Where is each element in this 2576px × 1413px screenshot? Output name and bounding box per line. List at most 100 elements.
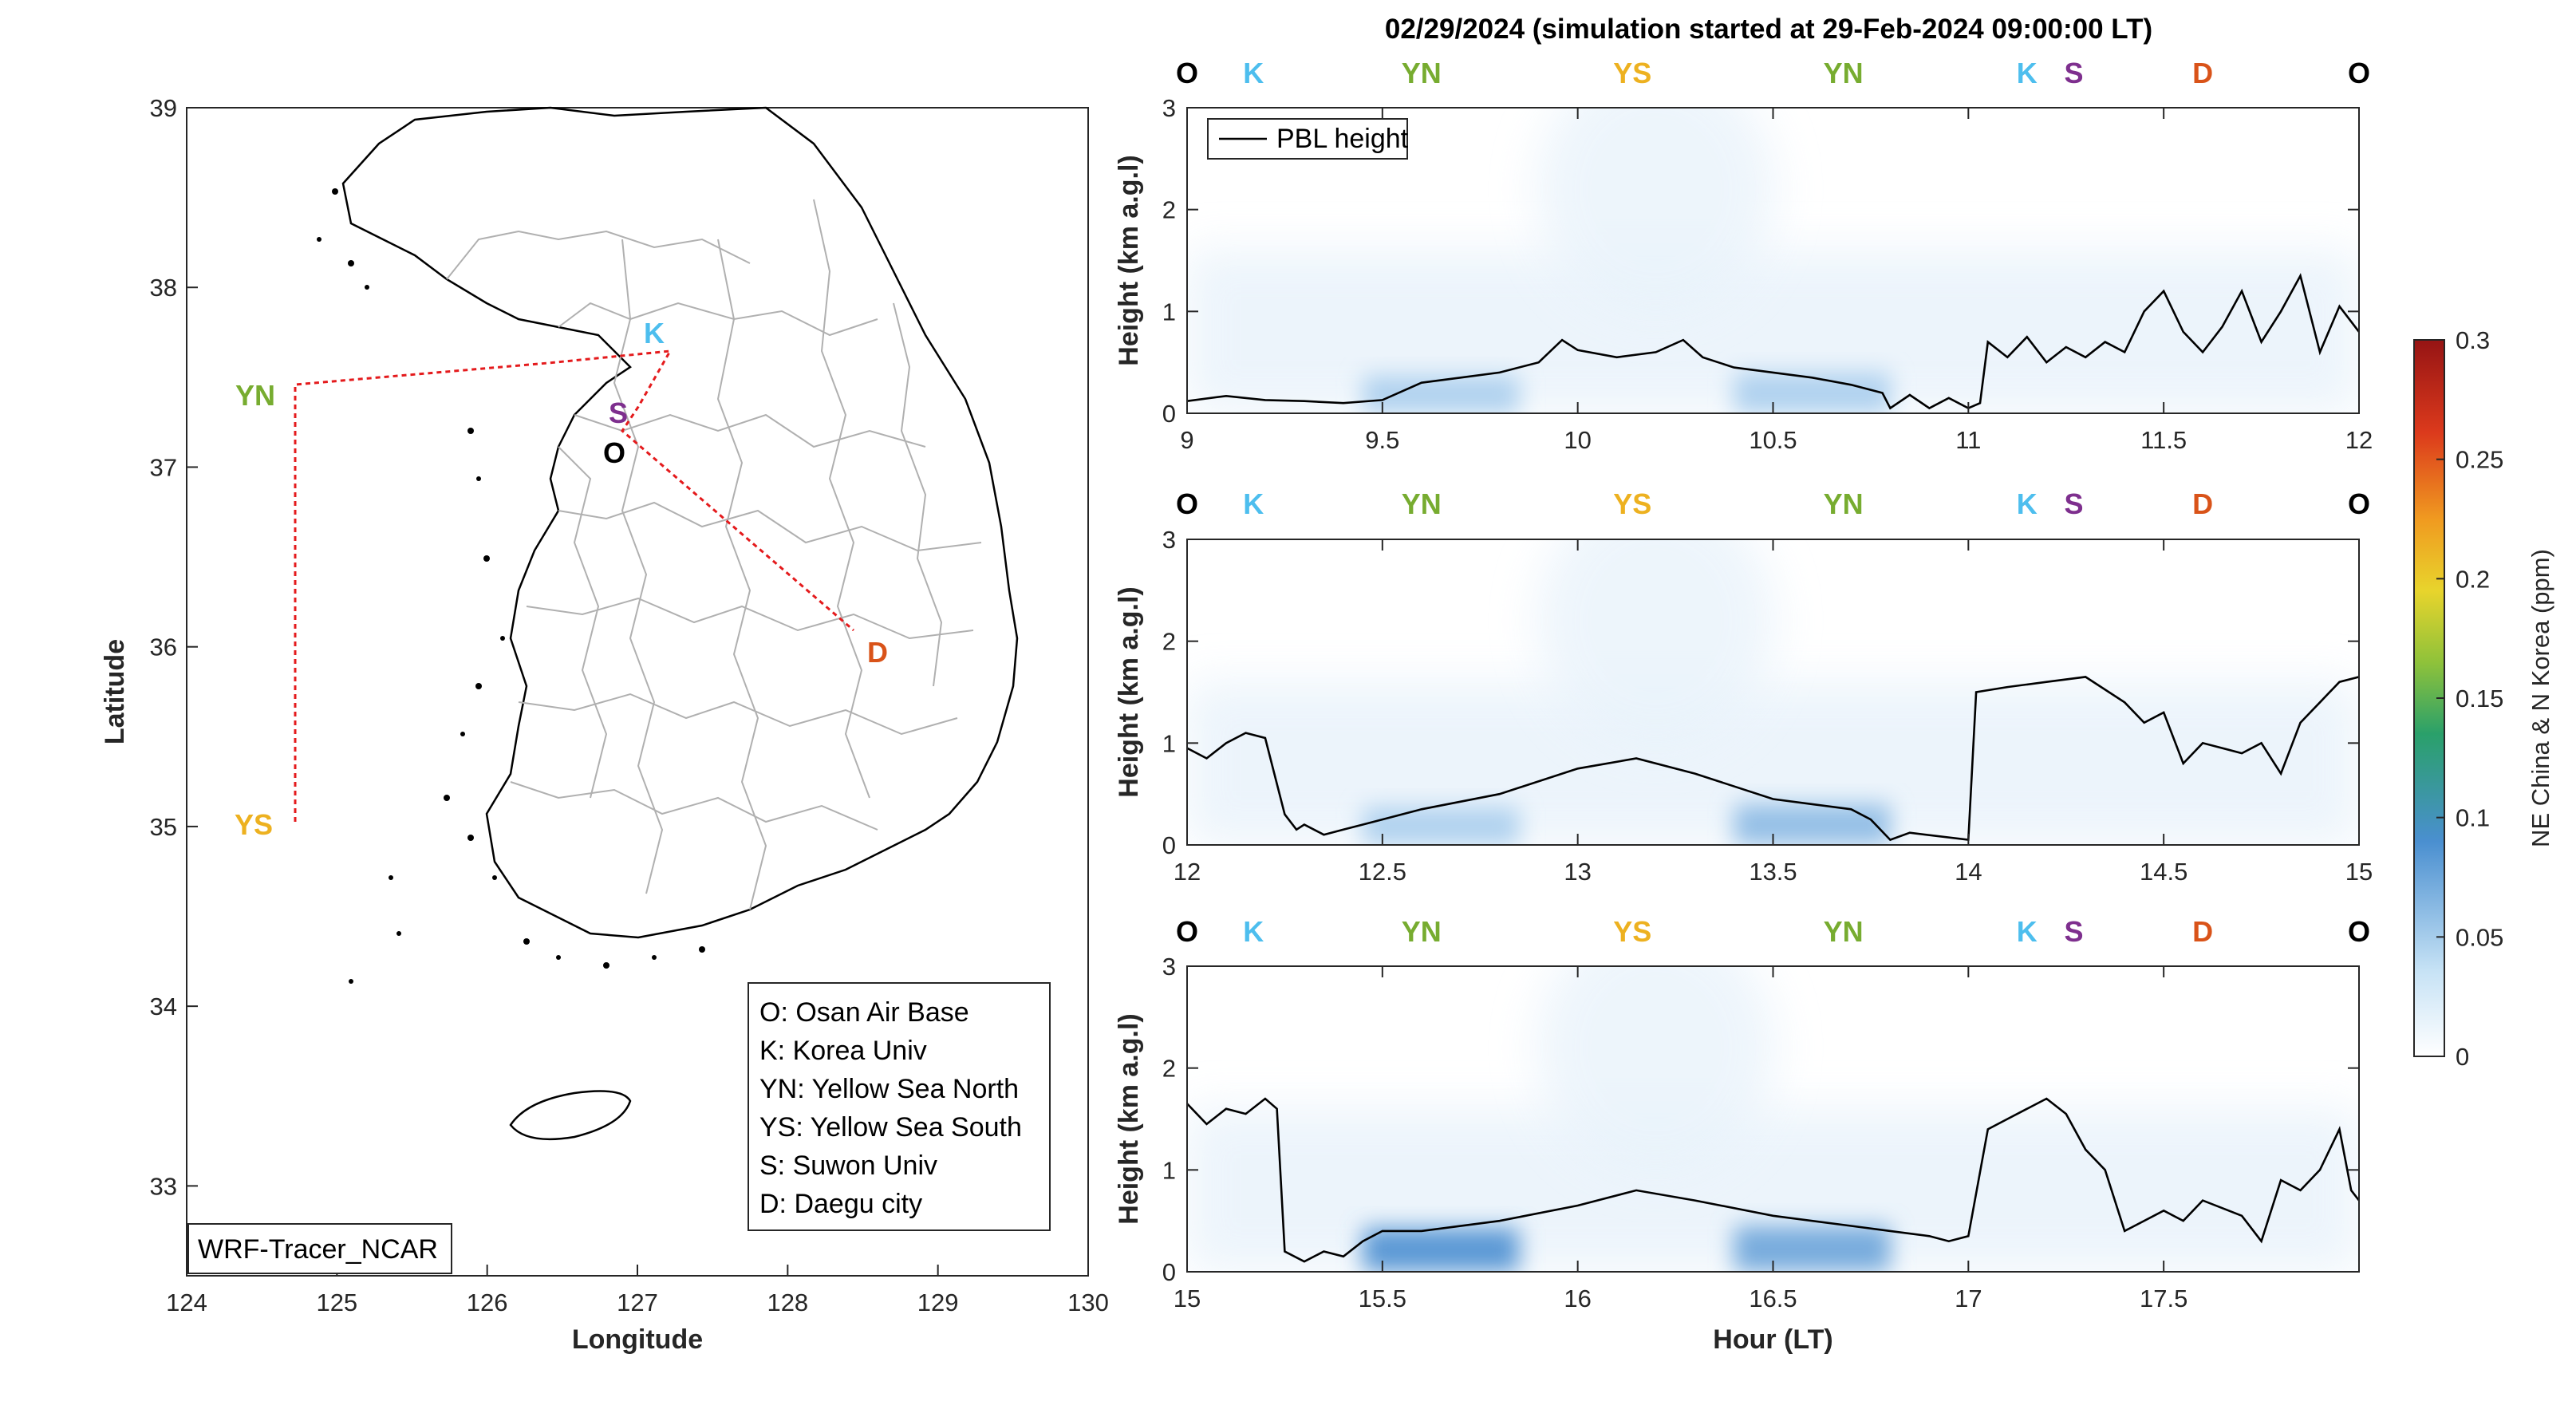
y-tick-label: 3 [1162, 94, 1176, 122]
x-tick-label: 15.5 [1359, 1285, 1406, 1312]
y-tick-label: 2 [1162, 196, 1176, 224]
map-y-tick-label: 33 [150, 1172, 177, 1200]
site-marker-S: S [2065, 915, 2084, 948]
x-tick-label: 17 [1955, 1285, 1982, 1312]
colorbar-ticks: 0 0.05 0.1 0.15 0.2 0.25 0.3 [2436, 326, 2503, 1071]
site-marker-K: K [2017, 915, 2038, 948]
site-label-S: S [609, 397, 628, 429]
y-tick-label: 1 [1162, 729, 1176, 757]
pbl-legend: PBL height [1207, 118, 1409, 160]
y-tick-label: 0 [1162, 400, 1176, 428]
tracer-plume [1536, 966, 1776, 1176]
x-tick-label: 13.5 [1749, 858, 1797, 886]
map-y-tick-label: 37 [150, 453, 177, 481]
map-x-ticks: 124 125 126 127 128 129 130 [166, 1265, 1109, 1316]
site-marker-S: S [2065, 57, 2084, 89]
colorbar-tick-label: 0.25 [2456, 446, 2503, 474]
map-x-tick-label: 128 [767, 1289, 808, 1316]
site-marker-K: K [1243, 915, 1264, 948]
x-tick-label: 12 [1174, 858, 1201, 886]
map-x-tick-label: 126 [467, 1289, 508, 1316]
x-tick-label: 11.5 [2140, 426, 2187, 454]
site-legend-item: K: Korea Univ [759, 1036, 927, 1066]
y-axis-label: Height (km a.g.l) [1114, 155, 1144, 365]
map-y-tick-label: 38 [150, 274, 177, 302]
site-label-O: O [603, 436, 625, 469]
flight-track [294, 349, 854, 822]
map-x-tick-label: 125 [316, 1289, 357, 1316]
colorbar-tick-label: 0.15 [2456, 685, 2503, 712]
colorbar-tick-label: 0 [2456, 1043, 2469, 1071]
x-tick-label: 9 [1180, 426, 1193, 454]
x-tick-label: 13 [1564, 858, 1591, 886]
x-tick-label: 9.5 [1365, 426, 1399, 454]
tracer-plume [1536, 539, 1776, 749]
site-label-K: K [644, 317, 665, 349]
site-marker-YN: YN [1824, 57, 1864, 89]
tracer-band [1734, 803, 1891, 845]
site-marker-O: O [1176, 915, 1198, 948]
colorbar: 0 0.05 0.1 0.15 0.2 0.25 0.3 NE China & N Kore… [2413, 326, 2554, 1071]
site-marker-K: K [2017, 487, 2038, 520]
x-tick-label: 10.5 [1749, 426, 1797, 454]
map-y-ticks: 33 34 35 36 37 38 39 [150, 94, 198, 1200]
y-tick-label: 3 [1162, 953, 1176, 981]
y-tick-label: 1 [1162, 1156, 1176, 1184]
tracer-field [1187, 108, 2359, 413]
province-boundaries [446, 199, 982, 910]
x-tick-label: 10 [1564, 426, 1591, 454]
site-marker-K: K [2017, 57, 2038, 89]
map-x-tick-label: 129 [917, 1289, 959, 1316]
site-marker-O: O [2348, 57, 2370, 89]
map-x-tick-label: 130 [1067, 1289, 1109, 1316]
colorbar-label: NE China & N Korea (ppm) [2527, 549, 2554, 847]
map-y-tick-label: 39 [150, 94, 177, 122]
map-xlabel: Longitude [572, 1324, 703, 1355]
colorbar-tick-label: 0.3 [2456, 326, 2490, 354]
site-marker-YN: YN [1824, 487, 1864, 520]
pbl-height-line [1187, 1097, 2359, 1263]
site-legend-item: YS: Yellow Sea South [759, 1112, 1022, 1143]
site-marker-D: D [2192, 915, 2213, 948]
x-tick-label: 16 [1564, 1285, 1591, 1312]
korea-landmass [341, 106, 1019, 939]
site-legend-item: O: Osan Air Base [759, 997, 969, 1028]
site-marker-D: D [2192, 57, 2213, 89]
tracer-band [1363, 807, 1520, 845]
x-tick-label: 15 [2345, 858, 2373, 886]
y-axis-label: Height (km a.g.l) [1114, 586, 1144, 797]
y-tick-label: 0 [1162, 831, 1176, 859]
tracer-band [1363, 1228, 1520, 1272]
site-marker-YN: YN [1402, 915, 1442, 948]
x-axis-label: Hour (LT) [1713, 1324, 1832, 1355]
site-marker-D: D [2192, 487, 2213, 520]
map-ylabel: Latitude [100, 639, 130, 744]
site-label-D: D [867, 636, 888, 669]
y-tick-label: 1 [1162, 298, 1176, 326]
map-x-tick-label: 124 [166, 1289, 207, 1316]
x-tick-label: 11 [1955, 426, 1981, 454]
site-marker-YS: YS [1613, 57, 1651, 89]
model-label-box: WRF-Tracer_NCAR [187, 1223, 452, 1274]
y-tick-label: 3 [1162, 526, 1176, 554]
y-tick-label: 2 [1162, 1055, 1176, 1083]
site-marker-YN: YN [1402, 487, 1442, 520]
site-marker-K: K [1243, 57, 1264, 89]
coastal-islands [317, 188, 705, 984]
tracer-field [1187, 966, 2359, 1272]
x-tick-label: 15 [1174, 1285, 1201, 1312]
site-marker-O: O [2348, 915, 2370, 948]
site-marker-O: O [1176, 487, 1198, 520]
site-label-YS: YS [235, 808, 273, 841]
map-panel: 124 125 126 127 128 129 130 33 34 35 36 37 38 39 Lon… [100, 94, 1109, 1355]
site-legend-item: YN: Yellow Sea North [759, 1074, 1019, 1104]
tracer-field [1187, 539, 2359, 845]
x-tick-label: 16.5 [1749, 1285, 1797, 1312]
x-tick-label: 14.5 [2140, 858, 2187, 886]
legend-label: PBL height [1276, 124, 1409, 154]
figure-title: 02/29/2024 (simulation started at 29-Feb… [1385, 14, 2152, 45]
x-tick-label: 17.5 [2140, 1285, 2187, 1312]
